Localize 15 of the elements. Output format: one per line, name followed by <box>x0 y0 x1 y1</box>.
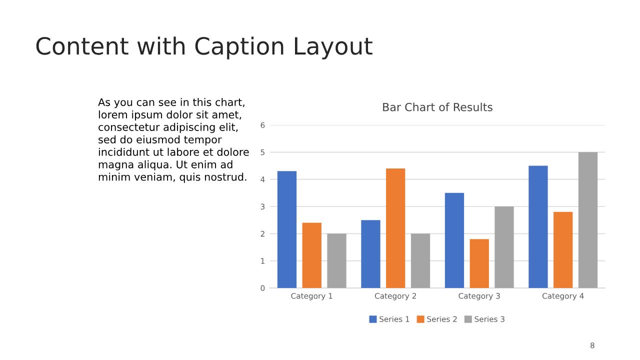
bar <box>554 212 573 288</box>
bar <box>410 234 430 288</box>
bar <box>528 166 548 288</box>
text: As you can see in this chart, lorem ipsum dolor sit amet, consectetur adipiscing elit, sed do eiusmod tempor incididunt ut labore et dolore magna aliqua. Ut enim ad minim veniam, quis nostrud. <box>98 98 249 183</box>
bar <box>327 234 346 288</box>
bar <box>470 239 489 288</box>
bar <box>361 220 380 288</box>
text: Content with Caption Layout <box>36 36 372 60</box>
bar <box>277 171 297 288</box>
bar <box>578 152 598 288</box>
bar <box>302 222 322 288</box>
chart-title: Bar Chart of Results <box>383 102 492 112</box>
bar <box>444 192 464 288</box>
bar <box>494 206 514 288</box>
bar <box>386 168 406 288</box>
